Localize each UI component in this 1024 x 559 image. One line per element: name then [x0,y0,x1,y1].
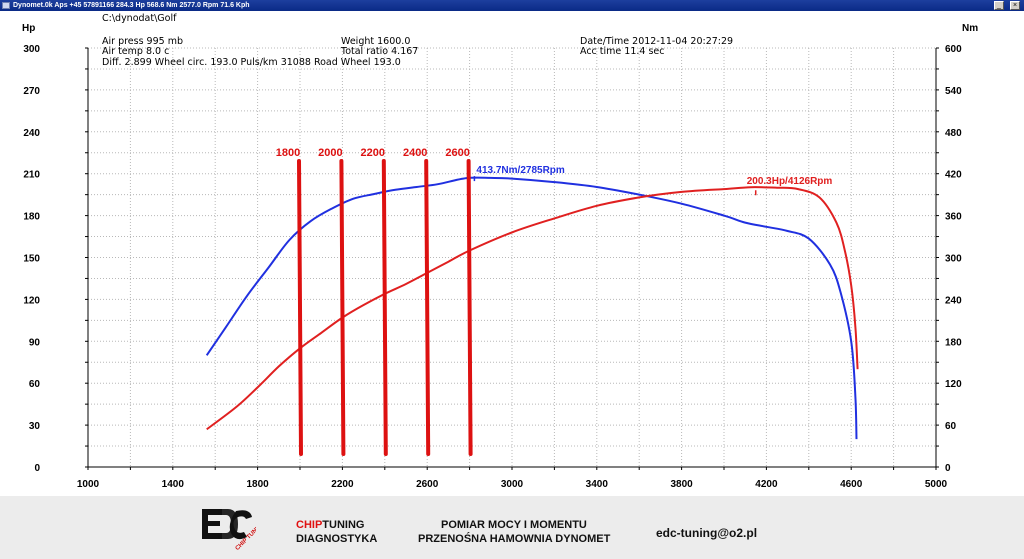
close-button[interactable]: × [1010,1,1020,10]
annotation-line-2600 [466,159,473,456]
y2-tick-label: 360 [945,212,962,223]
x-tick-label: 2600 [416,479,439,490]
y-tick-label: 210 [23,170,40,181]
minimize-button[interactable]: _ [994,1,1004,10]
y-tick-label: 30 [29,421,41,432]
y2-tick-label: 600 [945,44,962,55]
date-time: Date/Time 2012-11-04 20:27:29 [580,36,734,47]
y2-tick-label: 120 [945,379,962,390]
y-tick-label: 60 [29,379,41,390]
weight: Weight 1600.0 [341,36,411,47]
file-path: C:\dynodat\Golf [102,13,177,24]
annotation-line-1800 [297,159,303,456]
x-tick-label: 3000 [501,479,524,490]
dyno-chart: 1000 1400 1800 2200 2600 3000 3400 3800 4200 4600… [23,44,962,490]
air-temp: Air temp 8.0 c [102,46,170,57]
y-tick-label: 0 [34,463,40,474]
torque-peak-label: 413.7Nm/2785Rpm [476,165,564,176]
total-ratio: Total ratio 4.167 [341,46,419,57]
window-titlebar: Dynomet.0k Aps +45 57891166 284.3 Hp 568… [0,0,1024,11]
x-tick-label: 4200 [755,479,778,490]
diff-info: Diff. 2.899 Wheel circ. 193.0 Puls/km 31… [102,57,401,68]
annotation-line-2200 [381,159,388,456]
torque-curve [205,176,858,440]
window-title: Dynomet.0k Aps +45 57891166 284.3 Hp 568… [13,2,250,9]
y2-tick-label: 420 [945,170,962,181]
tuning-word: TUNING [322,519,365,531]
chart-area [0,11,1024,496]
x-tick-label: 2200 [331,479,354,490]
x-tick-label: 1800 [246,479,269,490]
y2-tick-label: 180 [945,337,962,348]
y-tick-label: 240 [23,128,40,139]
app-icon [2,2,10,9]
x-tick-label: 3400 [586,479,609,490]
y2-tick-label: 0 [945,463,951,474]
chiptuning-label: CHIPTUNING [296,519,364,531]
x-tick-label: 1000 [77,479,100,490]
y2-tick-label: 240 [945,295,962,306]
y-tick-label: 120 [23,295,40,306]
przenosna-label: PRZENOŚNA HAMOWNIA DYNOMET [418,533,611,545]
annotation-label-2600: 2600 [445,147,469,159]
edc-logo: CHIP TUNING [196,497,256,557]
y-tick-label: 150 [23,254,40,265]
power-peak-label: 200.3Hp/4126Rpm [747,176,833,187]
x-tick-label: 1400 [162,479,185,490]
diagnostyka-label: DIAGNOSTYKA [296,533,378,545]
x-tick-label: 3800 [670,479,693,490]
annotation-label-1800: 1800 [276,147,300,159]
annotation-line-2000 [339,159,346,456]
y-tick-label: 90 [29,337,41,348]
y-tick-label: 270 [23,86,40,97]
y2-tick-label: 60 [945,421,957,432]
annotation-label-2000: 2000 [318,147,342,159]
email-label[interactable]: edc-tuning@o2.pl [656,526,758,540]
power-curve [206,186,859,431]
x-tick-label: 4600 [840,479,863,490]
acc-time: Acc time 11.4 sec [580,46,665,57]
annotation-label-2400: 2400 [403,147,427,159]
x-tick-label: 5000 [925,479,948,490]
y2-tick-label: 300 [945,254,962,265]
chip-word: CHIP [296,519,323,531]
y-tick-label: 300 [23,44,40,55]
right-axis-title: Nm [962,23,979,34]
y2-tick-label: 540 [945,86,962,97]
annotation-label-2200: 2200 [361,147,385,159]
annotation-line-2400 [424,159,431,456]
footer [0,496,1024,559]
pomiar-label: POMIAR MOCY I MOMENTU [441,519,587,531]
left-axis-title: Hp [22,23,36,34]
y-tick-label: 180 [23,212,40,223]
air-press: Air press 995 mb [102,36,183,47]
y2-tick-label: 480 [945,128,962,139]
